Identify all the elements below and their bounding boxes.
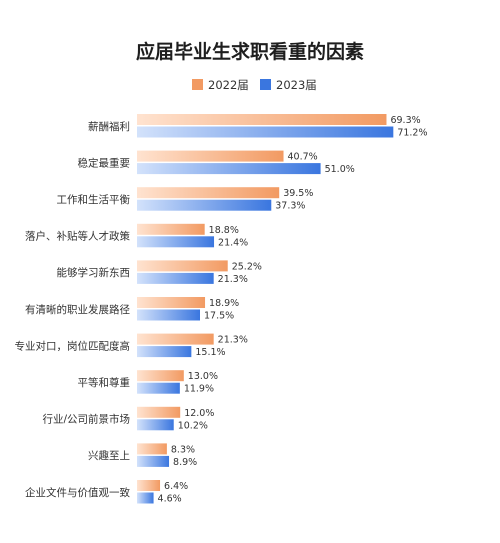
bar-2022 [137,187,280,199]
bar-2023 [137,382,180,394]
data-label: 15.1% [195,347,225,358]
bar-2023 [137,346,192,358]
bar-2022 [137,370,184,382]
bar-2023 [137,163,321,175]
bar-2022 [137,333,214,345]
category-label: 落户、补贴等人才政策 [25,230,130,243]
legend-swatch-2023 [260,79,271,90]
category-label: 有清晰的职业发展路径 [25,303,130,316]
chart-title: 应届毕业生求职看重的因素 [136,40,364,63]
legend: 2022届 2023届 [192,78,317,92]
data-label: 25.2% [232,261,262,272]
data-label: 21.3% [218,274,248,285]
bar-2022 [137,406,181,418]
bar-2023 [137,309,200,321]
bar-2022 [137,443,167,455]
data-label: 6.4% [164,481,188,492]
category-labels: 薪酬福利稳定最重要工作和生活平衡落户、补贴等人才政策能够学习新东西有清晰的职业发… [15,120,131,499]
data-label: 12.0% [184,408,214,419]
category-label: 行业/公司前景市场 [42,413,130,426]
data-label: 40.7% [288,152,318,163]
category-label: 工作和生活平衡 [57,193,131,206]
bar-2023 [137,455,170,467]
bar-2023 [137,199,272,211]
bar-2022 [137,260,228,272]
data-label: 8.9% [173,457,197,468]
bar-2022 [137,150,284,162]
bar-2023 [137,272,214,284]
data-label: 37.3% [275,201,305,212]
data-label: 18.9% [209,298,239,309]
category-label: 能够学习新东西 [57,266,131,279]
data-label: 21.3% [218,335,248,346]
data-label: 39.5% [283,188,313,199]
data-label: 13.0% [188,371,218,382]
data-label: 18.8% [209,225,239,236]
category-label: 薪酬福利 [88,120,130,133]
data-label: 21.4% [218,237,248,248]
data-label: 71.2% [397,128,427,139]
category-label: 兴趣至上 [88,449,130,462]
bar-2022 [137,223,205,235]
data-label: 11.9% [184,384,214,395]
data-label: 17.5% [204,311,234,322]
data-label: 69.3% [390,115,420,126]
data-label: 10.2% [178,420,208,431]
category-label: 专业对口，岗位匹配度高 [15,339,131,352]
category-label: 稳定最重要 [78,156,131,169]
bar-2022 [137,480,161,491]
bar-2023 [137,492,154,504]
legend-swatch-2022 [192,79,203,90]
legend-label-2022: 2022届 [208,78,249,92]
bars [137,114,394,504]
category-label: 企业文件与价值观一致 [25,486,130,499]
bar-2022 [137,297,206,308]
data-label: 51.0% [325,164,355,175]
data-label: 8.3% [171,444,195,455]
bar-2022 [137,114,387,125]
data-label: 4.6% [158,494,182,505]
category-label: 平等和尊重 [78,376,131,389]
bar-2023 [137,236,215,248]
legend-label-2023: 2023届 [276,78,317,92]
value-labels: 69.3% 71.2% 40.7% 51.0% 39.5% 37.3% 18.8%21.4%… [158,115,428,505]
bar-2023 [137,126,394,138]
bar-2023 [137,419,174,431]
